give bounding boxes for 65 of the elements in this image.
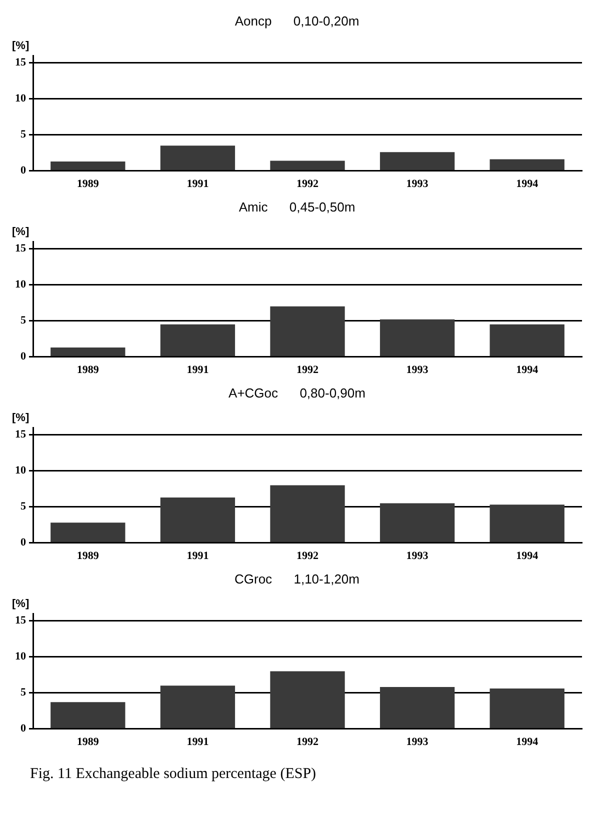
x-tick-label: 1992: [296, 364, 319, 376]
chart-title: A+CGoc 0,80-0,90m: [228, 385, 366, 400]
x-tick-label: 1989: [76, 364, 100, 376]
bar: [50, 347, 126, 356]
y-tick-label: 15: [15, 56, 26, 69]
y-tick-label: 5: [20, 128, 26, 141]
bar: [380, 319, 455, 356]
y-tick-label: 5: [20, 686, 26, 699]
chart-title: Amic 0,45-0,50m: [238, 199, 356, 214]
y-axis-title: [%]: [12, 226, 30, 238]
bar: [490, 159, 564, 170]
y-tick-label: 0: [20, 722, 26, 735]
bar: [270, 160, 345, 170]
bar: [490, 324, 564, 356]
x-tick-label: 1989: [76, 736, 100, 748]
x-tick-label: 1994: [516, 550, 539, 562]
bar: [160, 686, 236, 728]
y-axis-title: [%]: [12, 40, 30, 52]
bar: [380, 687, 455, 728]
x-tick-label: 1992: [296, 178, 319, 190]
x-tick-label: 1991: [186, 364, 209, 376]
bar: [270, 485, 345, 542]
caption: Fig. 11 Exchangeable sodium percentage (ESP): [30, 766, 318, 783]
x-tick-label: 1994: [516, 364, 539, 376]
chart-title: CGroc 1,10-1,20m: [234, 571, 360, 586]
y-tick-label: 15: [15, 428, 26, 441]
y-axis-title: [%]: [12, 598, 30, 610]
bar: [380, 503, 455, 542]
y-tick-label: 0: [20, 350, 26, 363]
x-tick-label: 1993: [406, 364, 429, 376]
x-tick-label: 1994: [516, 178, 539, 190]
chart-title: Aoncp 0,10-0,20m: [234, 13, 360, 28]
y-tick-label: 10: [15, 278, 26, 291]
bar: [50, 161, 126, 170]
x-tick-label: 1993: [406, 550, 429, 562]
x-tick-label: 1993: [406, 736, 429, 748]
y-tick-label: 5: [20, 500, 26, 513]
bar: [160, 324, 236, 356]
y-tick-label: 5: [20, 314, 26, 327]
x-tick-label: 1991: [186, 736, 209, 748]
bar: [490, 504, 564, 542]
y-tick-label: 10: [15, 650, 26, 663]
x-tick-label: 1991: [186, 550, 209, 562]
y-tick-label: 0: [20, 164, 26, 177]
y-tick-label: 0: [20, 536, 26, 549]
bar: [270, 671, 345, 728]
x-tick-label: 1992: [296, 736, 319, 748]
y-tick-label: 15: [15, 242, 26, 255]
bar: [160, 146, 236, 170]
x-tick-label: 1991: [186, 178, 209, 190]
x-tick-label: 1989: [76, 550, 100, 562]
bar: [270, 306, 345, 356]
x-tick-label: 1994: [516, 736, 539, 748]
bar: [160, 497, 236, 542]
bar: [490, 688, 564, 728]
bar: [50, 522, 126, 542]
y-tick-label: 10: [15, 92, 26, 105]
bar: [50, 702, 126, 728]
y-tick-label: 15: [15, 614, 26, 627]
y-axis-title: [%]: [12, 412, 30, 424]
x-tick-label: 1992: [296, 550, 319, 562]
x-tick-label: 1989: [76, 178, 100, 190]
y-tick-label: 10: [15, 464, 26, 477]
bar: [380, 152, 455, 170]
x-tick-label: 1993: [406, 178, 429, 190]
